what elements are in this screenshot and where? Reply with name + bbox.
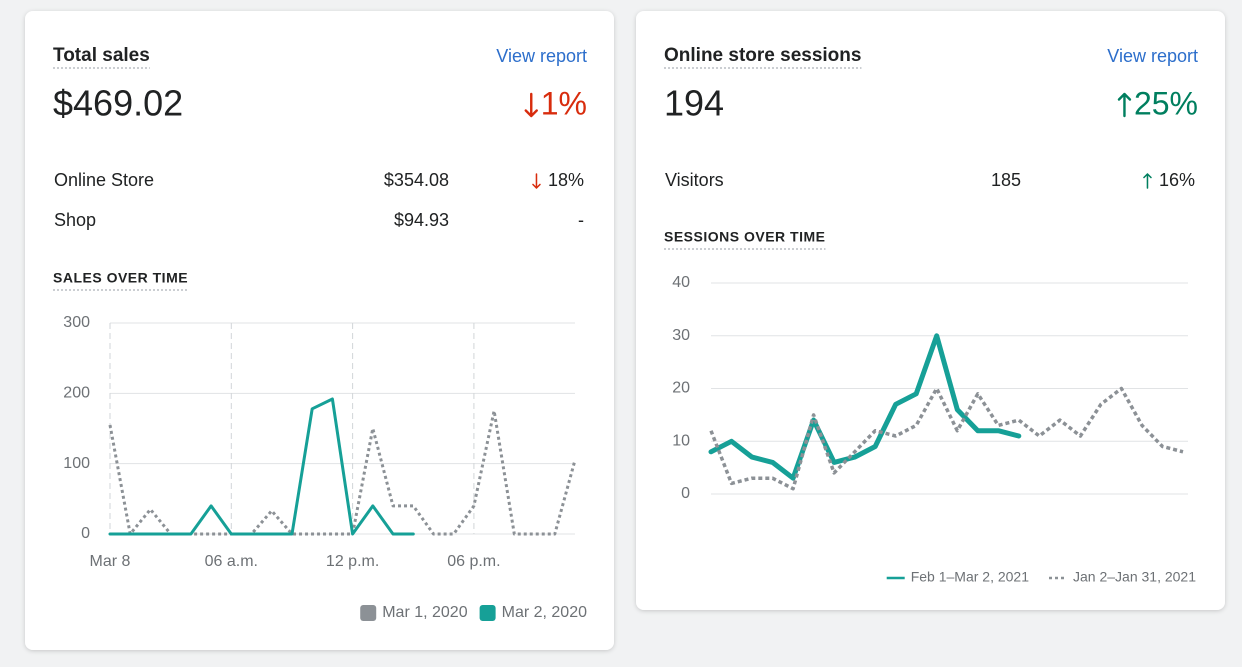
legend-label: Jan 2–Jan 31, 2021 (1073, 569, 1196, 585)
view-report-link[interactable]: View report (496, 46, 587, 66)
y-tick-label: 30 (672, 327, 690, 344)
row-label: Shop (54, 210, 96, 230)
row-label: Online Store (54, 170, 154, 190)
y-tick-label: 200 (63, 385, 90, 402)
card (25, 11, 614, 650)
row-change: 18% (548, 170, 584, 190)
y-tick-label: 0 (681, 485, 690, 502)
metric-value: $469.02 (53, 83, 183, 124)
y-tick-label: 40 (672, 274, 690, 291)
row-value: $94.93 (394, 210, 449, 230)
series-line (708, 333, 1022, 481)
series-line (108, 409, 577, 536)
y-tick-label: 0 (81, 525, 90, 542)
card-title: Total sales (53, 45, 150, 66)
series-line (709, 386, 1184, 491)
x-tick-label: 06 a.m. (205, 553, 258, 570)
series-line (108, 397, 415, 536)
legend-label: Mar 2, 2020 (502, 604, 587, 621)
row-change: - (578, 210, 584, 230)
row-value: 185 (991, 170, 1021, 190)
legend-swatch (479, 605, 496, 621)
metric-change: 1% (541, 85, 587, 121)
trend-arrow (524, 92, 538, 118)
view-report-link[interactable]: View report (1107, 46, 1198, 66)
y-tick-label: 20 (672, 380, 690, 397)
chart-heading: SESSIONS OVER TIME (664, 229, 825, 245)
x-tick-label: 06 p.m. (447, 553, 500, 570)
card (636, 11, 1225, 610)
chart-heading: SALES OVER TIME (53, 270, 188, 286)
legend-label: Mar 1, 2020 (382, 604, 467, 621)
legend-swatch (360, 605, 377, 621)
row-label: Visitors (665, 170, 724, 190)
y-tick-label: 10 (672, 432, 690, 449)
y-tick-label: 100 (63, 455, 90, 472)
legend-label: Feb 1–Mar 2, 2021 (911, 569, 1030, 585)
trend-arrow (532, 173, 541, 189)
y-tick-label: 300 (63, 314, 90, 331)
x-tick-label: 12 p.m. (326, 553, 379, 570)
metric-change: 25% (1134, 85, 1198, 121)
x-tick-label: Mar 8 (90, 553, 131, 570)
trend-arrow (1143, 173, 1152, 189)
row-value: $354.08 (384, 170, 449, 190)
metric-value: 194 (664, 83, 724, 124)
card-title: Online store sessions (664, 45, 861, 66)
trend-arrow (1117, 92, 1132, 118)
row-change: 16% (1159, 170, 1195, 190)
